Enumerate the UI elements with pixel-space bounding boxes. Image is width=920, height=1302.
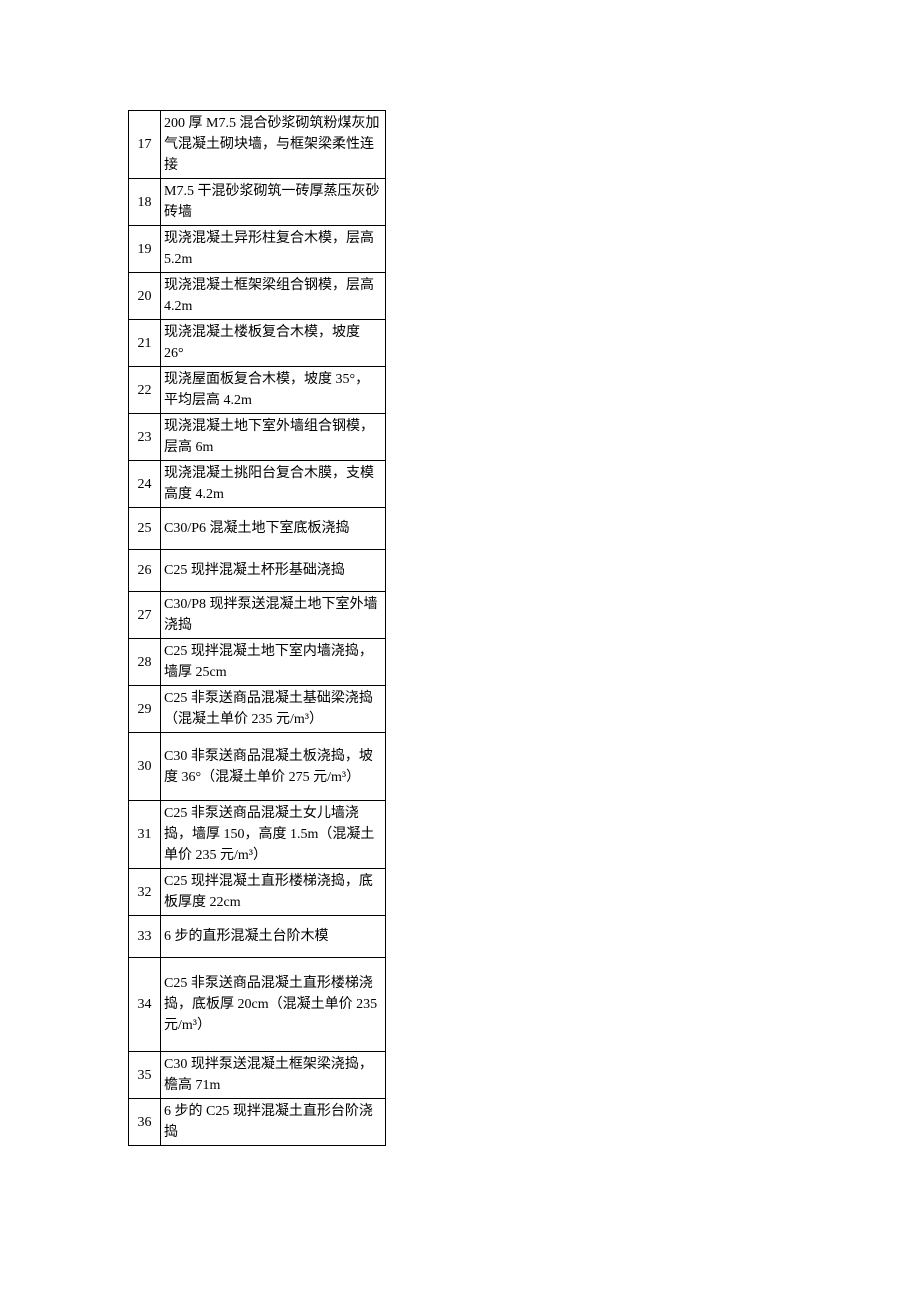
row-number: 26: [129, 550, 161, 592]
row-number: 35: [129, 1052, 161, 1099]
table-body: 17200 厚 M7.5 混合砂浆砌筑粉煤灰加气混凝土砌块墙，与框架梁柔性连接1…: [129, 111, 386, 1146]
row-description: 6 步的直形混凝土台阶木模: [161, 916, 386, 958]
row-description: C25 现拌混凝土杯形基础浇捣: [161, 550, 386, 592]
table-row: 20现浇混凝土框架梁组合钢模，层高 4.2m: [129, 273, 386, 320]
construction-items-table: 17200 厚 M7.5 混合砂浆砌筑粉煤灰加气混凝土砌块墙，与框架梁柔性连接1…: [128, 110, 386, 1146]
row-number: 31: [129, 801, 161, 869]
table-row: 336 步的直形混凝土台阶木模: [129, 916, 386, 958]
table-row: 29C25 非泵送商品混凝土基础梁浇捣（混凝土单价 235 元/m³）: [129, 686, 386, 733]
row-number: 21: [129, 320, 161, 367]
table-row: 28C25 现拌混凝土地下室内墙浇捣，墙厚 25cm: [129, 639, 386, 686]
table-row: 35C30 现拌泵送混凝土框架梁浇捣，檐高 71m: [129, 1052, 386, 1099]
table-row: 27C30/P8 现拌泵送混凝土地下室外墙浇捣: [129, 592, 386, 639]
row-number: 27: [129, 592, 161, 639]
row-number: 17: [129, 111, 161, 179]
row-number: 22: [129, 367, 161, 414]
row-description: 现浇屋面板复合木模，坡度 35°，平均层高 4.2m: [161, 367, 386, 414]
table-row: 30C30 非泵送商品混凝土板浇捣，坡度 36°（混凝土单价 275 元/m³）: [129, 733, 386, 801]
row-description: C25 现拌混凝土地下室内墙浇捣，墙厚 25cm: [161, 639, 386, 686]
table-row: 24现浇混凝土挑阳台复合木膜，支模高度 4.2m: [129, 461, 386, 508]
row-number: 28: [129, 639, 161, 686]
table-row: 22现浇屋面板复合木模，坡度 35°，平均层高 4.2m: [129, 367, 386, 414]
row-number: 33: [129, 916, 161, 958]
row-number: 20: [129, 273, 161, 320]
table-row: 18M7.5 干混砂浆砌筑一砖厚蒸压灰砂砖墙: [129, 179, 386, 226]
table-row: 23现浇混凝土地下室外墙组合钢模，层高 6m: [129, 414, 386, 461]
row-description: M7.5 干混砂浆砌筑一砖厚蒸压灰砂砖墙: [161, 179, 386, 226]
table-row: 17200 厚 M7.5 混合砂浆砌筑粉煤灰加气混凝土砌块墙，与框架梁柔性连接: [129, 111, 386, 179]
row-description: C25 非泵送商品混凝土基础梁浇捣（混凝土单价 235 元/m³）: [161, 686, 386, 733]
table-row: 32C25 现拌混凝土直形楼梯浇捣，底板厚度 22cm: [129, 869, 386, 916]
table-row: 31C25 非泵送商品混凝土女儿墙浇捣，墙厚 150，高度 1.5m（混凝土单价…: [129, 801, 386, 869]
row-number: 29: [129, 686, 161, 733]
row-description: C30 现拌泵送混凝土框架梁浇捣，檐高 71m: [161, 1052, 386, 1099]
row-number: 30: [129, 733, 161, 801]
row-description: C30/P6 混凝土地下室底板浇捣: [161, 508, 386, 550]
row-description: 现浇混凝土挑阳台复合木膜，支模高度 4.2m: [161, 461, 386, 508]
row-number: 19: [129, 226, 161, 273]
row-number: 23: [129, 414, 161, 461]
row-number: 25: [129, 508, 161, 550]
table-row: 25C30/P6 混凝土地下室底板浇捣: [129, 508, 386, 550]
row-number: 34: [129, 958, 161, 1052]
row-description: 6 步的 C25 现拌混凝土直形台阶浇捣: [161, 1099, 386, 1146]
row-description: C25 现拌混凝土直形楼梯浇捣，底板厚度 22cm: [161, 869, 386, 916]
row-number: 32: [129, 869, 161, 916]
row-description: 200 厚 M7.5 混合砂浆砌筑粉煤灰加气混凝土砌块墙，与框架梁柔性连接: [161, 111, 386, 179]
table-row: 34C25 非泵送商品混凝土直形楼梯浇捣，底板厚 20cm（混凝土单价 235 …: [129, 958, 386, 1052]
row-description: C25 非泵送商品混凝土直形楼梯浇捣，底板厚 20cm（混凝土单价 235 元/…: [161, 958, 386, 1052]
row-number: 18: [129, 179, 161, 226]
table-row: 19现浇混凝土异形柱复合木模，层高 5.2m: [129, 226, 386, 273]
row-description: 现浇混凝土框架梁组合钢模，层高 4.2m: [161, 273, 386, 320]
table-row: 26C25 现拌混凝土杯形基础浇捣: [129, 550, 386, 592]
row-number: 24: [129, 461, 161, 508]
row-description: C25 非泵送商品混凝土女儿墙浇捣，墙厚 150，高度 1.5m（混凝土单价 2…: [161, 801, 386, 869]
row-number: 36: [129, 1099, 161, 1146]
row-description: C30/P8 现拌泵送混凝土地下室外墙浇捣: [161, 592, 386, 639]
row-description: 现浇混凝土异形柱复合木模，层高 5.2m: [161, 226, 386, 273]
row-description: C30 非泵送商品混凝土板浇捣，坡度 36°（混凝土单价 275 元/m³）: [161, 733, 386, 801]
row-description: 现浇混凝土地下室外墙组合钢模，层高 6m: [161, 414, 386, 461]
table-row: 21现浇混凝土楼板复合木模，坡度 26°: [129, 320, 386, 367]
table-row: 366 步的 C25 现拌混凝土直形台阶浇捣: [129, 1099, 386, 1146]
row-description: 现浇混凝土楼板复合木模，坡度 26°: [161, 320, 386, 367]
